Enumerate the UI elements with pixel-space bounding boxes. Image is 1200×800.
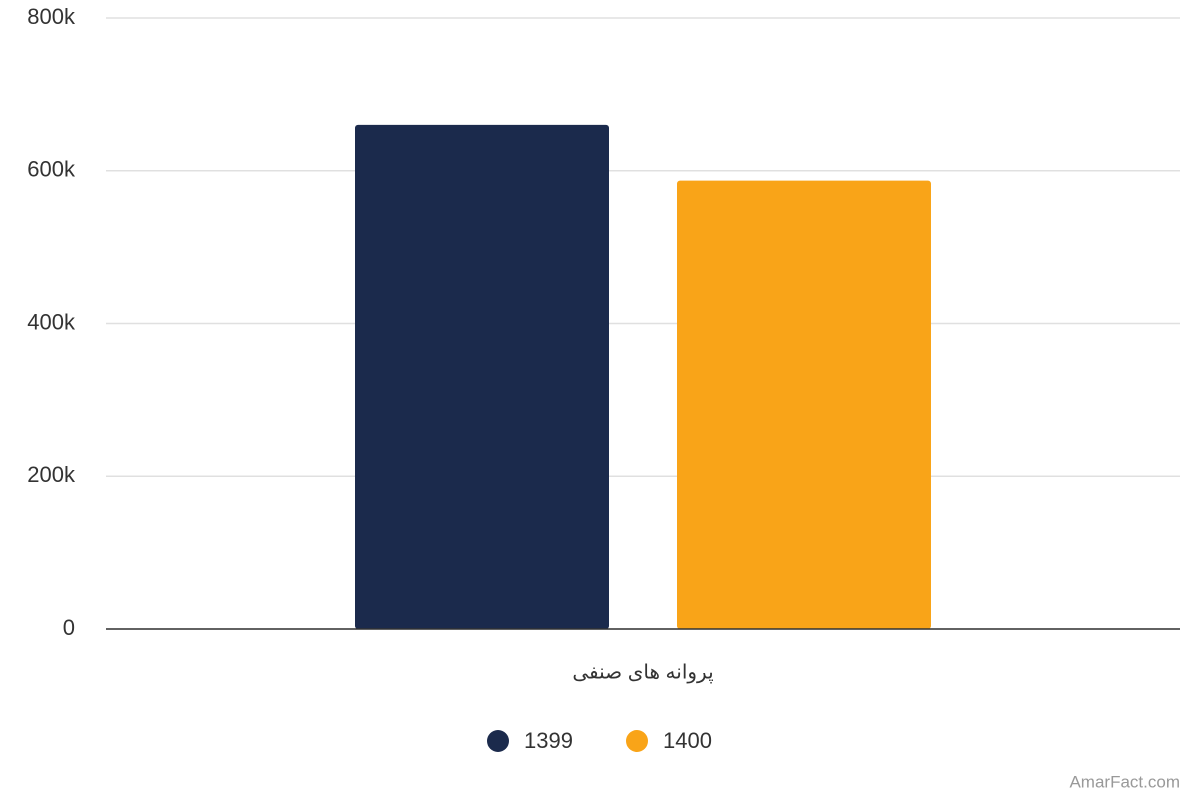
bar	[677, 180, 931, 629]
legend-label[interactable]: 1400	[663, 728, 712, 753]
y-tick-label: 200k	[27, 462, 76, 487]
y-tick-label: 800k	[27, 4, 76, 29]
credit: AmarFact.com	[1069, 772, 1180, 791]
x-tick-label: پروانه های صنفی	[572, 661, 713, 684]
y-tick-label: 600k	[27, 157, 76, 182]
bar	[355, 124, 609, 630]
y-tick-label: 0	[63, 615, 75, 640]
legend-marker	[487, 730, 509, 752]
legend-marker	[626, 730, 648, 752]
y-tick-label: 400k	[27, 309, 76, 334]
legend-label[interactable]: 1399	[524, 728, 573, 753]
